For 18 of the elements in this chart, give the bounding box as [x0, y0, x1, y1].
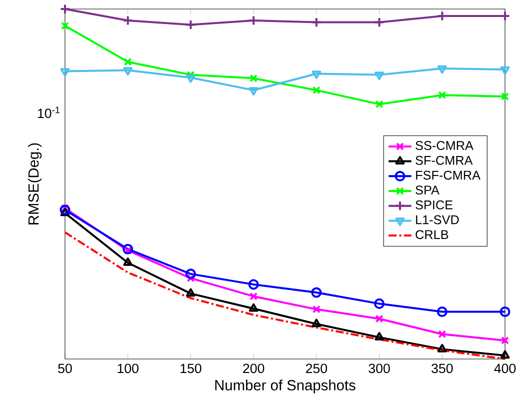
legend-label: SPA	[416, 186, 440, 195]
legend-label: SF-CMRA	[416, 156, 473, 165]
x-tick-label: 400	[494, 364, 516, 374]
x-tick-label: 250	[306, 364, 328, 374]
x-tick-label: 350	[432, 364, 453, 374]
legend-label: CRLB	[416, 230, 448, 240]
legend-label: SS-CMRA	[416, 141, 474, 150]
x-tick-label: 200	[243, 364, 264, 374]
x-tick-label: 100	[118, 364, 138, 374]
x-tick-label: 300	[368, 364, 390, 374]
legend-label: FSF-CMRA	[416, 170, 480, 180]
x-axis-title: Number of Snapshots	[215, 380, 356, 394]
x-tick-label: 150	[180, 364, 202, 374]
legend-label: SPICE	[416, 200, 453, 210]
x-tick-label: 50	[58, 364, 72, 374]
y-axis-title: RMSE(Deg.)	[28, 143, 42, 224]
text: 10$^{-1}$	[38, 106, 60, 118]
legend-label: L1-SVD	[416, 215, 459, 224]
